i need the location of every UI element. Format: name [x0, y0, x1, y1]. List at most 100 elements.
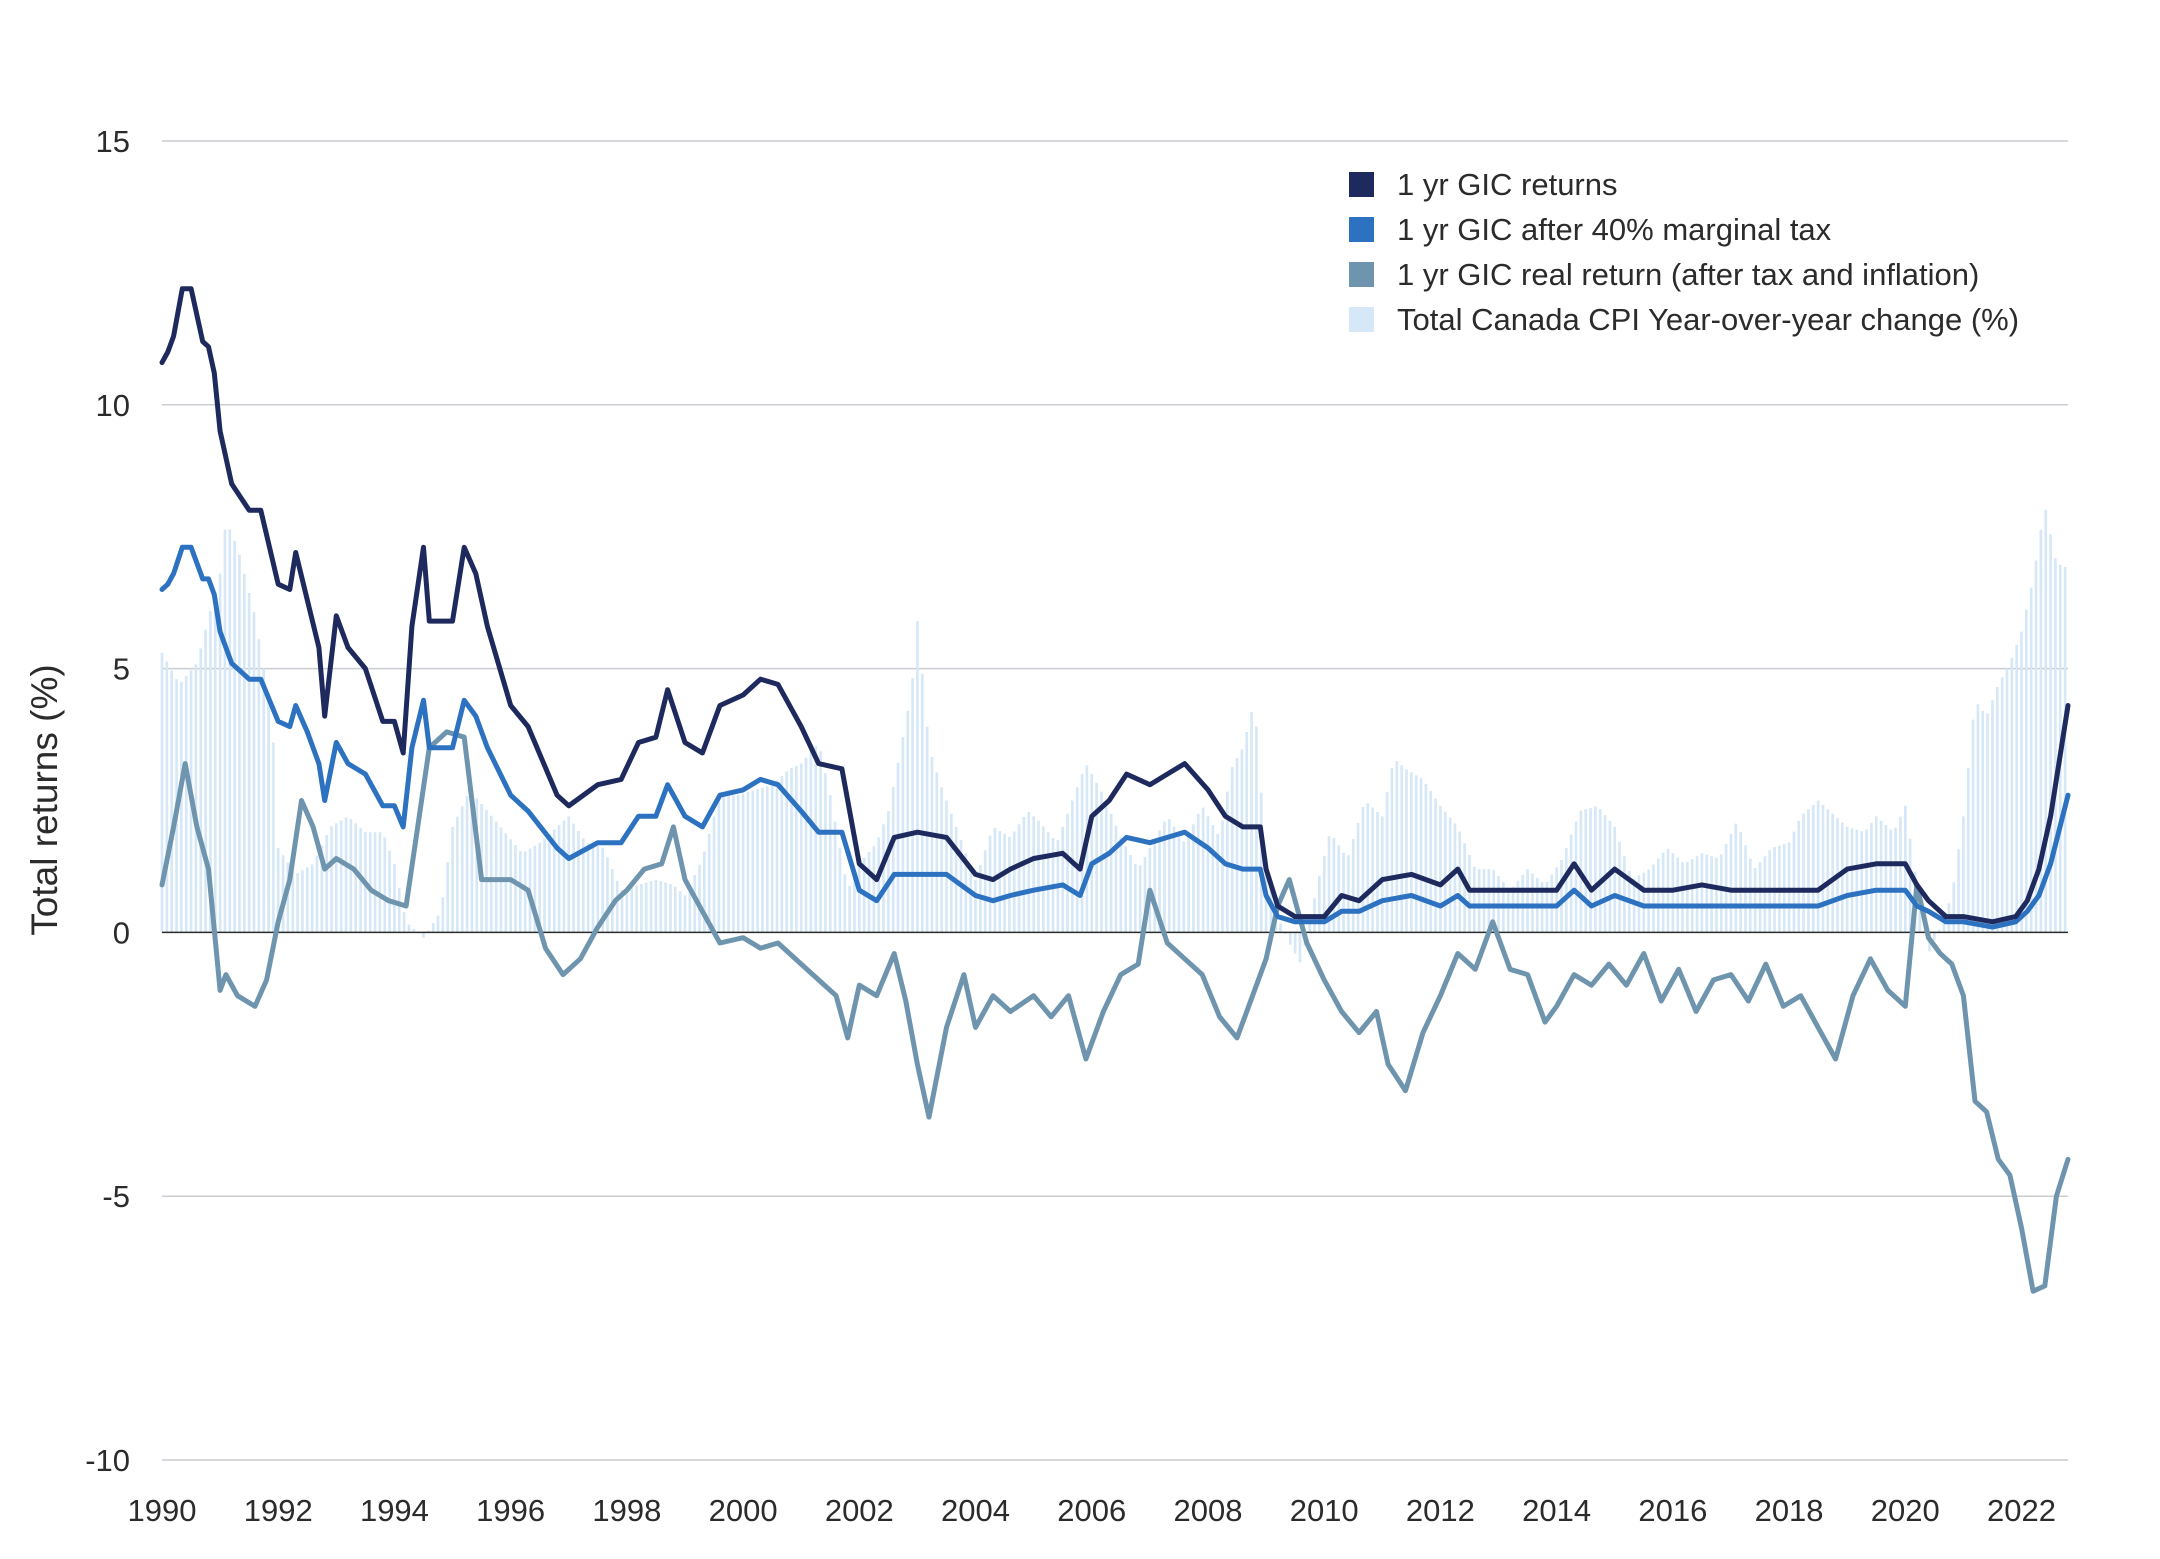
- cpi-bar: [896, 762, 900, 933]
- cpi-bar: [1908, 838, 1912, 933]
- cpi-bar: [620, 889, 624, 933]
- cpi-bar: [209, 611, 212, 933]
- cpi-bar: [983, 850, 987, 933]
- cpi-bar: [305, 867, 309, 933]
- cpi-bar: [2005, 668, 2009, 933]
- cpi-bar: [1071, 800, 1074, 933]
- cpi-bar: [252, 612, 256, 933]
- cpi-bar: [1138, 865, 1142, 933]
- cpi-bar: [334, 823, 338, 933]
- cpi-bar: [591, 844, 595, 933]
- cpi-bar: [644, 882, 648, 933]
- cpi-bar: [1937, 929, 1941, 933]
- cpi-bar: [969, 866, 973, 933]
- cpi-bar: [339, 820, 343, 933]
- cpi-bar: [1763, 856, 1767, 933]
- cpi-bar: [1710, 856, 1713, 933]
- cpi-bar: [1114, 825, 1118, 933]
- cpi-bar: [1124, 846, 1127, 933]
- cpi-bar: [1041, 826, 1045, 933]
- cpi-bar: [1187, 834, 1190, 933]
- cpi-bar: [1366, 803, 1370, 933]
- x-tick-label: 2018: [1755, 1493, 1824, 1528]
- legend-item: 1 yr GIC after 40% marginal tax: [1349, 212, 1832, 247]
- cpi-bar: [1889, 829, 1893, 933]
- cpi-bar: [809, 751, 813, 933]
- cpi-bar: [1046, 832, 1050, 933]
- cpi-bar: [1976, 704, 1980, 933]
- cpi-bar: [330, 826, 333, 933]
- cpi-bar: [441, 897, 445, 933]
- cpi-bar: [930, 756, 934, 933]
- cpi-bar: [1865, 829, 1868, 933]
- legend: 1 yr GIC returns 1 yr GIC after 40% margi…: [1349, 167, 2019, 337]
- cpi-bar: [1008, 836, 1011, 933]
- cpi-bar: [276, 847, 280, 933]
- cpi-bar: [732, 795, 735, 933]
- cpi-bar: [1749, 858, 1752, 933]
- cpi-bar: [988, 835, 992, 933]
- cpi-bar: [514, 845, 517, 933]
- cpi-bar: [765, 786, 769, 933]
- cpi-bar: [1230, 767, 1234, 933]
- cpi-bar: [267, 697, 270, 933]
- cpi-bar: [736, 794, 740, 933]
- cpi-bar: [1172, 826, 1176, 933]
- cpi-bar: [548, 833, 551, 933]
- cpi-bar: [1027, 811, 1031, 933]
- cpi-bar: [1569, 834, 1573, 933]
- cpi-bar: [1167, 819, 1171, 933]
- cpi-bar: [882, 824, 885, 933]
- legend-item: 1 yr GIC returns: [1349, 167, 1618, 202]
- x-tick-label: 2022: [1987, 1493, 2056, 1528]
- cpi-bar: [640, 884, 643, 933]
- legend-swatch: [1349, 307, 1374, 332]
- cpi-bar: [756, 789, 759, 933]
- cpi-bar: [485, 809, 488, 933]
- cpi-bar: [703, 851, 706, 933]
- cpi-bar: [693, 874, 697, 933]
- cpi-bar: [717, 798, 721, 933]
- cpi-bar: [799, 763, 803, 933]
- cpi-bar: [1816, 800, 1820, 933]
- y-axis-title: Total returns (%): [24, 664, 65, 935]
- cpi-bar: [1424, 783, 1428, 933]
- cpi-bar: [504, 833, 508, 933]
- cpi-bar: [1719, 854, 1723, 933]
- y-tick-label: -10: [85, 1443, 130, 1478]
- cpi-bar: [1482, 869, 1486, 933]
- cpi-bar: [925, 726, 929, 933]
- cpi-bar: [310, 864, 314, 933]
- cpi-bar: [1192, 824, 1195, 933]
- cpi-bar: [552, 829, 556, 933]
- cpi-bar: [291, 869, 295, 933]
- cpi-bar: [199, 648, 203, 933]
- cpi-bar: [354, 823, 358, 933]
- cpi-bar: [1284, 932, 1287, 935]
- cpi-bar: [1966, 767, 1970, 933]
- cpi-bar: [1255, 726, 1258, 933]
- cpi-bar: [407, 924, 411, 933]
- cpi-bar: [940, 787, 943, 933]
- cpi-bar: [1032, 816, 1035, 933]
- legend-label: 1 yr GIC returns: [1397, 167, 1618, 202]
- cpi-bar: [1690, 859, 1694, 933]
- cpi-bar: [1201, 807, 1205, 933]
- cpi-bar: [1555, 867, 1558, 933]
- cpi-bar: [557, 825, 561, 933]
- cpi-bar: [1841, 822, 1844, 933]
- cpi-bar: [1879, 820, 1883, 933]
- cpi-bar: [1414, 775, 1418, 933]
- series-line-layer: [159, 286, 2071, 1294]
- cpi-bar: [751, 790, 755, 933]
- cpi-bar: [1981, 710, 1985, 933]
- cpi-bar: [562, 820, 566, 933]
- legend-item: Total Canada CPI Year-over-year change (…: [1349, 302, 2019, 337]
- cpi-bar: [1487, 869, 1491, 933]
- cpi-bar: [523, 851, 527, 933]
- cpi-bar: [427, 930, 430, 933]
- cpi-bar: [2063, 567, 2067, 933]
- cpi-bar: [1526, 869, 1529, 933]
- cpi-bar: [1419, 778, 1423, 933]
- y-tick-label: 15: [96, 124, 130, 159]
